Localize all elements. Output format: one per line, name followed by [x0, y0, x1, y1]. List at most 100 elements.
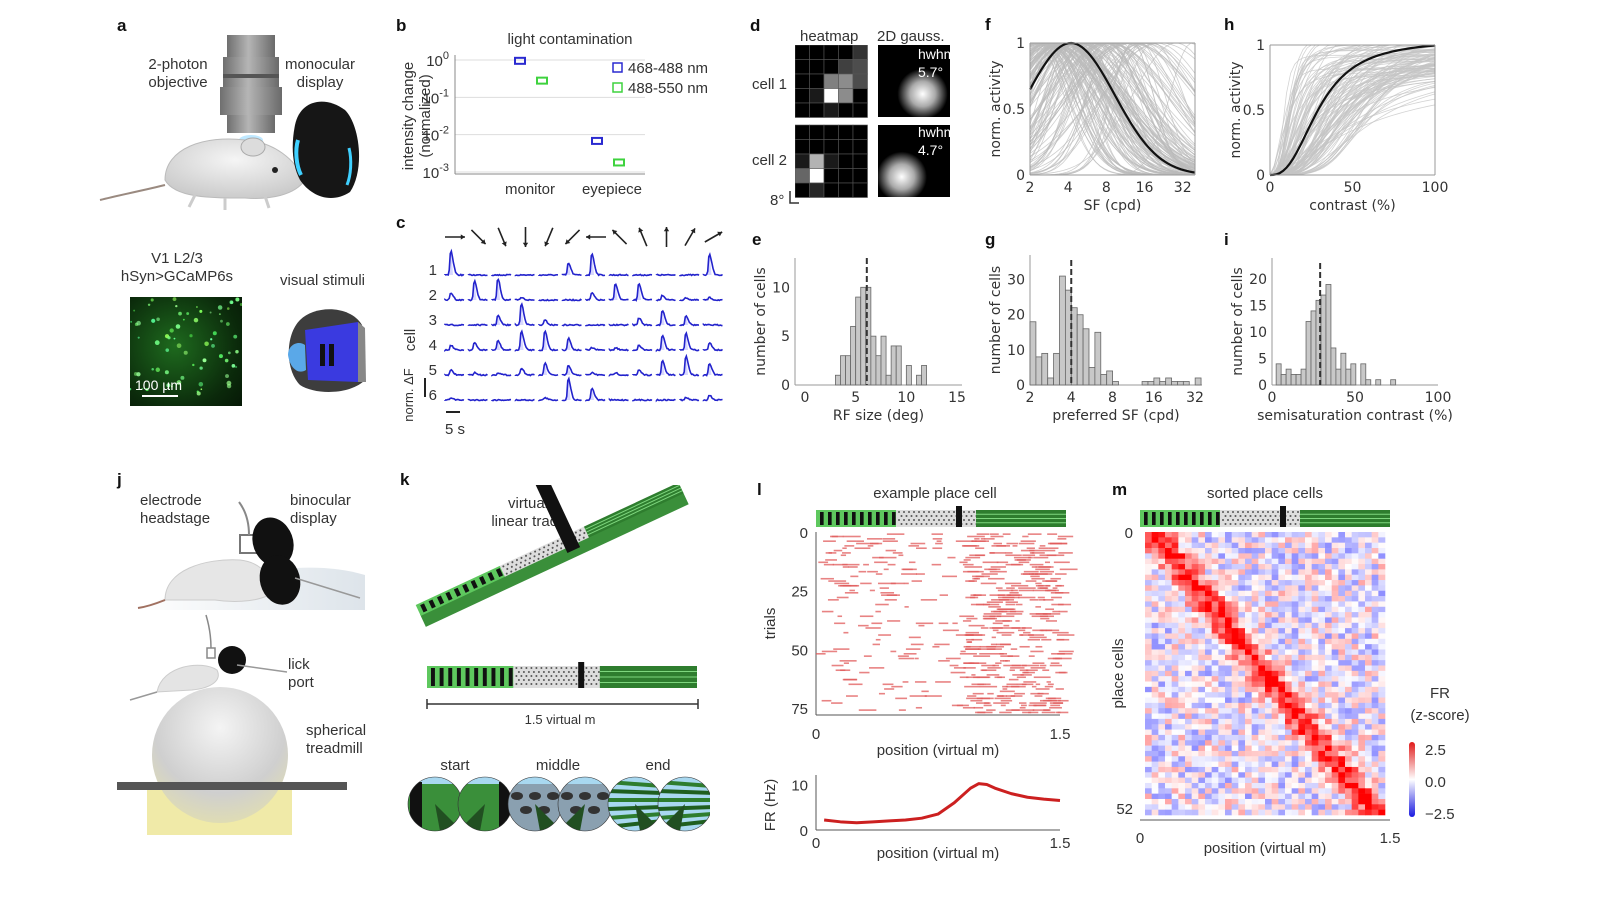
heatmap-cell — [1165, 649, 1172, 656]
heatmap-cell — [1238, 782, 1246, 789]
track-dot — [953, 519, 955, 521]
heatmap-cell — [1305, 713, 1312, 720]
heatmap-cell — [1278, 713, 1286, 720]
heatmap-cell — [1185, 542, 1192, 549]
heatmap-cell — [1185, 548, 1192, 554]
heatmap-cell — [1238, 793, 1246, 800]
heatmap-cell — [1298, 622, 1306, 629]
heatmap-cell — [1191, 574, 1199, 581]
heatmap-cell — [1265, 718, 1272, 725]
heatmap-cell — [1265, 713, 1272, 720]
heatmap-cell — [1358, 750, 1366, 757]
heatmap-cell — [1205, 548, 1212, 554]
heatmap-cell — [1305, 761, 1312, 768]
heatmap-cell — [1305, 793, 1312, 800]
legend-marker — [612, 62, 623, 73]
heatmap-cell — [1238, 692, 1246, 698]
spike-mark — [931, 533, 943, 535]
track-dot — [898, 519, 900, 521]
arrow-head — [638, 227, 644, 233]
heatmap-cell — [1171, 569, 1179, 576]
arrow-head — [460, 234, 465, 240]
spike-mark — [976, 603, 990, 606]
heatmap-cell — [1178, 633, 1186, 640]
heatmap-cell — [1345, 729, 1352, 736]
heatmap-cell — [1225, 558, 1232, 565]
tuning-curve — [1029, 42, 1196, 145]
heatmap-cell — [1165, 532, 1172, 538]
track-stripe — [1200, 512, 1204, 525]
heatmap-cell — [1178, 654, 1186, 661]
track-dot — [560, 542, 563, 545]
heatmap-cell — [1238, 686, 1246, 693]
heatmap-cell — [1358, 676, 1366, 682]
track-dot — [950, 523, 953, 525]
track-dot — [1277, 519, 1279, 521]
heatmap-cell — [1178, 612, 1186, 618]
spike-mark — [886, 533, 905, 535]
spike-mark — [820, 577, 834, 580]
heatmap-cell — [1198, 649, 1206, 656]
calcium-trace — [444, 397, 465, 402]
heatmap-cell — [1251, 724, 1259, 730]
heatmap-cell — [1318, 628, 1326, 634]
heatmap-cell — [1231, 724, 1239, 730]
heatmap-cell — [1298, 606, 1306, 613]
spike-mark — [1045, 589, 1059, 592]
histogram-bar — [1182, 381, 1190, 386]
heatmap-cell — [1205, 734, 1212, 741]
heatmap-cell — [1278, 708, 1286, 714]
track-dot — [587, 671, 590, 673]
monocular-display-icon — [292, 101, 360, 199]
heatmap-cell — [1198, 537, 1206, 543]
neuron-dot — [192, 363, 195, 367]
spike-mark — [996, 643, 1012, 646]
heatmap-cell — [1378, 644, 1386, 650]
histogram-bar — [1365, 379, 1372, 386]
heatmap-cell — [1178, 649, 1186, 656]
heatmap-cell — [1231, 756, 1239, 762]
track-stripe — [1144, 512, 1148, 525]
spike-mark — [947, 556, 956, 559]
heatmap-cell — [1145, 580, 1152, 586]
track-dot — [528, 562, 531, 565]
heatmap-cell — [1371, 729, 1379, 736]
heatmap-cell — [1218, 793, 1226, 800]
heatmap-cell — [1318, 580, 1326, 586]
heatmap-cell — [1305, 756, 1312, 762]
x-tick-label: 50 — [1346, 390, 1364, 406]
heatmap-cell — [1265, 702, 1272, 709]
spike-mark — [1002, 533, 1011, 535]
two-photon-image: 100 µm — [128, 297, 243, 406]
rf-heatmap-cell — [795, 153, 810, 169]
colorbar-title: (z-score) — [1410, 707, 1469, 724]
heatmap-cell — [1285, 681, 1292, 688]
heatmap-cell — [1225, 553, 1232, 559]
track-line — [587, 490, 683, 536]
heatmap-cell — [1185, 617, 1192, 624]
heatmap-cell — [1298, 585, 1306, 592]
heatmap-cell — [1278, 788, 1286, 794]
heatmap-cell — [1191, 745, 1199, 752]
heatmap-cell — [1158, 772, 1166, 778]
spike-mark — [863, 655, 872, 657]
neuron-dots — [128, 297, 243, 396]
heatmap-cell — [1285, 548, 1292, 554]
x-tick-label: 5 — [851, 390, 860, 406]
track-stripe — [1208, 512, 1212, 525]
heatmap-cell — [1205, 612, 1212, 618]
spike-mark — [1045, 620, 1057, 622]
neuron-dot — [211, 344, 215, 348]
heatmap-cell — [1218, 548, 1226, 554]
heatmap-cell — [1151, 772, 1159, 778]
heatmap-cell — [1305, 590, 1312, 597]
track-dot — [525, 554, 528, 557]
heatmap-cell — [1185, 638, 1192, 645]
heatmap-cell — [1151, 542, 1159, 549]
heatmap-cell — [1211, 788, 1219, 794]
heatmap-cell — [1251, 532, 1259, 538]
heatmap-cell — [1191, 713, 1199, 720]
heatmap-cell — [1345, 622, 1352, 629]
heatmap-cell — [1218, 569, 1226, 576]
spike-mark — [973, 594, 987, 596]
